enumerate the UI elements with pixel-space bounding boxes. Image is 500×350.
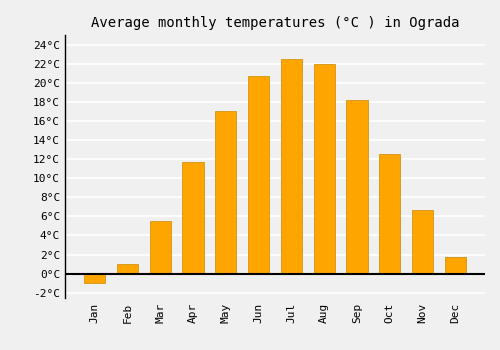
Bar	[314, 64, 335, 274]
Bar	[248, 76, 270, 274]
Bar	[280, 59, 302, 274]
Bar	[150, 221, 171, 274]
Bar	[412, 210, 433, 274]
Bar	[379, 154, 400, 274]
Bar	[215, 111, 236, 274]
Bar	[117, 264, 138, 274]
Bar	[444, 257, 466, 274]
Title: Average monthly temperatures (°C ) in Ograda: Average monthly temperatures (°C ) in Og…	[91, 16, 459, 30]
Bar	[182, 162, 204, 274]
Bar	[84, 274, 106, 283]
Bar	[346, 100, 368, 274]
